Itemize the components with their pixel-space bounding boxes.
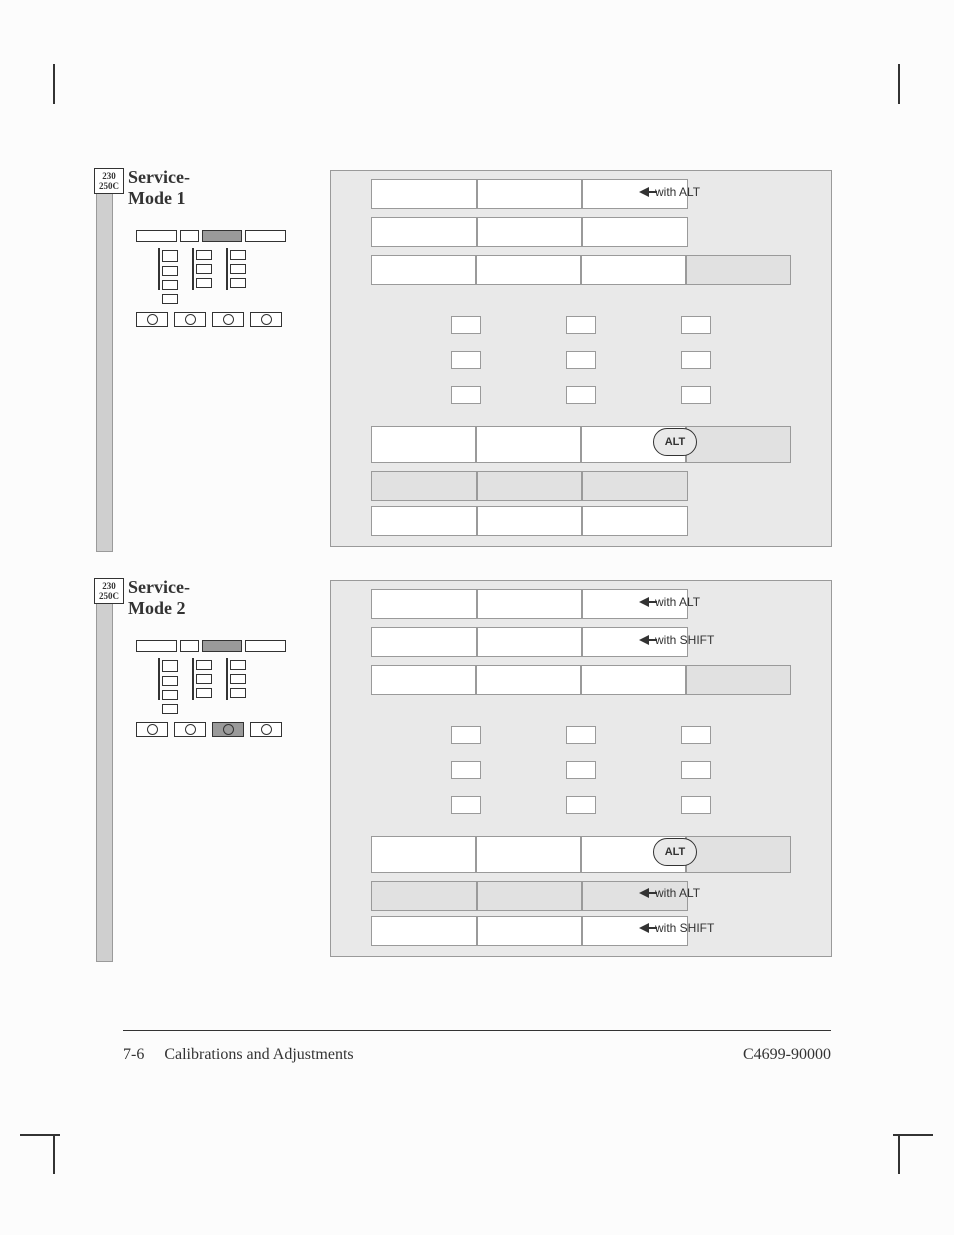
model-tag-line: 250C (95, 181, 123, 191)
model-tag: 230 250C (94, 168, 124, 194)
display-slot (245, 640, 286, 652)
annotation-text: with SHIFT (655, 921, 714, 935)
arrow-left-icon (639, 923, 649, 933)
model-tag-line: 230 (95, 171, 123, 181)
model-tag-line: 250C (95, 591, 123, 601)
crop-mark (898, 1134, 900, 1174)
arrow-left-icon (639, 187, 649, 197)
model-tag: 230 250C (94, 578, 124, 604)
annotation-text: with ALT (655, 185, 700, 199)
annotation: with SHIFT (639, 921, 714, 935)
panel-button (174, 312, 206, 327)
mode-map-panel-1: with ALT ALT (330, 170, 832, 547)
annotation: with ALT (639, 185, 700, 199)
chapter-title: Calibrations and Adjustments (164, 1046, 353, 1063)
display-slot (180, 640, 199, 652)
section-sidebar (96, 170, 113, 552)
annotation: with SHIFT (639, 633, 714, 647)
annotation-text: with ALT (655, 595, 700, 609)
panel-button (212, 312, 244, 327)
arrow-left-icon (639, 597, 649, 607)
panel-button-highlighted (212, 722, 244, 737)
model-tag-line: 230 (95, 581, 123, 591)
annotation-text: with SHIFT (655, 633, 714, 647)
arrow-left-icon (639, 635, 649, 645)
section-title: Service-Mode 2 (128, 577, 190, 619)
panel-button (136, 312, 168, 327)
crop-mark (898, 64, 900, 104)
page-footer: 7-6 Calibrations and Adjustments C4699-9… (123, 1046, 831, 1064)
footer-rule (123, 1030, 831, 1031)
display-slot (136, 230, 177, 242)
front-panel-diagram (136, 230, 286, 327)
alt-key-indicator: ALT (653, 838, 697, 866)
page-number: 7-6 (123, 1046, 144, 1063)
arrow-left-icon (639, 888, 649, 898)
display-slot (136, 640, 177, 652)
display-slot-highlighted (202, 230, 243, 242)
section-sidebar (96, 580, 113, 962)
alt-key-icon: ALT (653, 428, 697, 456)
section-title: Service-Mode 1 (128, 167, 190, 209)
crop-mark (53, 64, 55, 104)
alt-key-icon: ALT (653, 838, 697, 866)
annotation: with ALT (639, 886, 700, 900)
panel-button (250, 722, 282, 737)
document-id: C4699-90000 (743, 1046, 831, 1064)
panel-button (250, 312, 282, 327)
display-slot (245, 230, 286, 242)
display-slot-highlighted (202, 640, 243, 652)
annotation-text: with ALT (655, 886, 700, 900)
panel-button (136, 722, 168, 737)
front-panel-diagram (136, 640, 286, 737)
annotation: with ALT (639, 595, 700, 609)
alt-key-indicator: ALT (653, 428, 697, 456)
crop-mark (53, 1134, 55, 1174)
mode-map-panel-2: with ALT with SHIFT ALT with ALT with SH… (330, 580, 832, 957)
panel-button (174, 722, 206, 737)
display-slot (180, 230, 199, 242)
